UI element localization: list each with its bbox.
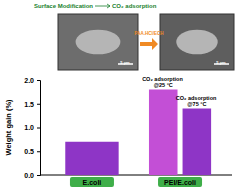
y-axis-title: Weight gain (%) (4, 99, 13, 156)
chart: Surface Modification CO₂ adsorption PAA.HC… (0, 0, 238, 189)
annotation: CO₂ adsorption (112, 3, 157, 9)
series-label: CO₂ adsorption @75 °C (176, 95, 218, 107)
tick: 1.5 (24, 100, 40, 107)
sem-cell (76, 30, 121, 55)
tick: 2.0 (24, 77, 40, 84)
tick-label: 2.0 (24, 77, 34, 84)
category-label: PEI/E.coli (164, 179, 196, 186)
tick: 0.5 (24, 148, 40, 155)
tick-mark (37, 128, 40, 129)
bar (65, 142, 118, 175)
annotation: PAA.HCl/ECH (135, 31, 164, 36)
tick-label: 1.0 (24, 124, 34, 131)
bars (65, 90, 211, 176)
tick: 1.0 (24, 124, 40, 131)
bar (183, 109, 212, 176)
arrow (140, 38, 158, 50)
tick-mark (37, 175, 40, 176)
category-box (70, 177, 114, 187)
annotation: 5 μm (216, 60, 226, 65)
category-box (158, 177, 202, 187)
bar (149, 90, 178, 176)
tick-label: 0.5 (24, 148, 34, 155)
tick-label: 1.5 (24, 100, 34, 107)
heading-arrow (95, 4, 110, 8)
axis-line (37, 81, 41, 176)
tick-mark (37, 104, 40, 105)
annotation: Surface Modification (34, 3, 93, 9)
series-label: CO₂ adsorption @25 °C (142, 76, 184, 88)
annotation: 5 μm (120, 60, 130, 65)
category-label: E.coli (83, 179, 102, 186)
tick: 0.0 (24, 172, 40, 179)
tick-label: 0.0 (24, 172, 34, 179)
tick-mark (37, 80, 40, 81)
labels: E.coli PEI/E.coli CO₂ adsorption @25 °C CO₂… (70, 76, 218, 188)
sem-image (160, 14, 234, 70)
sem-image (58, 14, 138, 70)
tick-mark (37, 151, 40, 152)
sem-cell (176, 30, 217, 55)
y-axis: 0.0 0.5 1.0 1.5 2.0 (24, 77, 40, 179)
